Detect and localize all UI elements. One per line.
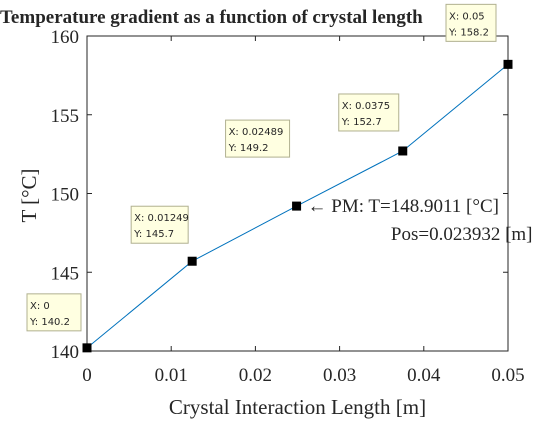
y-tick-label: 155 — [51, 106, 80, 127]
x-tick-label: 0 — [82, 365, 92, 386]
datatip-x-label: X: 0.05 — [449, 11, 485, 22]
y-tick-label: 145 — [51, 263, 80, 284]
x-tick-label: 0.01 — [155, 365, 188, 386]
datatip[interactable]: X: 0.01249 Y: 145.7 — [131, 206, 189, 243]
x-tick-label: 0.02 — [239, 365, 272, 386]
x-axis-label: Crystal Interaction Length [m] — [169, 395, 426, 419]
datatip-y-label: Y: 149.2 — [228, 143, 269, 154]
annotation-line2: Pos=0.023932 [m] — [391, 224, 533, 245]
y-axis-label: T [°C] — [17, 168, 41, 222]
chart-title: Temperature gradient as a function of cr… — [0, 7, 423, 28]
y-tick-label: 160 — [51, 27, 80, 48]
data-point-marker — [83, 343, 92, 352]
datatip-x-label: X: 0.02489 — [229, 127, 284, 138]
datatip-x-label: X: 0.0375 — [342, 101, 390, 112]
datatip-y-label: Y: 152.7 — [341, 117, 382, 128]
y-tick-label: 140 — [51, 342, 80, 363]
data-point-marker — [504, 60, 513, 69]
x-tick-label: 0.04 — [407, 365, 441, 386]
datatip[interactable]: X: 0.05 Y: 158.2 — [446, 4, 496, 41]
datatip-y-label: Y: 140.2 — [29, 317, 70, 328]
datatip[interactable]: X: 0.0375 Y: 152.7 — [339, 94, 399, 131]
datatip[interactable]: X: 0 Y: 140.2 — [27, 294, 81, 331]
x-tick-label: 0.05 — [491, 365, 524, 386]
datatip-x-label: X: 0 — [30, 301, 50, 312]
datatip-y-label: Y: 145.7 — [133, 229, 174, 240]
datatip-x-label: X: 0.01249 — [134, 213, 189, 224]
annotation-line1: ← PM: T=148.9011 [°C] — [308, 196, 499, 217]
y-tick-label: 150 — [51, 185, 80, 206]
data-point-marker — [398, 146, 407, 155]
x-tick-label: 0.03 — [323, 365, 356, 386]
plot-area-box — [87, 36, 508, 351]
datatip[interactable]: X: 0.02489 Y: 149.2 — [226, 120, 290, 157]
datatip-y-label: Y: 158.2 — [448, 27, 489, 38]
data-point-marker — [188, 257, 197, 266]
data-point-marker — [292, 202, 301, 211]
